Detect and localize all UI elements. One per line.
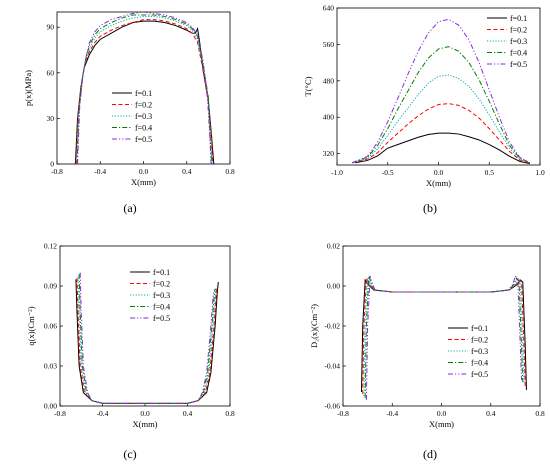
series-line-f5 (79, 272, 215, 404)
y-axis-label: T(°C) (303, 76, 313, 96)
panel-caption: (a) (123, 201, 136, 215)
series-line-f3 (75, 16, 213, 164)
series-line-f4 (364, 275, 524, 399)
x-tick-label: -0.4 (386, 409, 398, 418)
x-tick-label: -0.8 (54, 409, 66, 418)
x-tick-label: 0.5 (485, 168, 495, 177)
series-line-f2 (352, 103, 530, 164)
y-axis-label: p(x)(MPa) (23, 70, 33, 106)
series-line-f5 (365, 274, 523, 401)
y-tick-label: 0.03 (44, 362, 57, 371)
x-tick-label: 0.0 (140, 409, 150, 418)
series-line-f3 (352, 74, 531, 164)
y-tick-label: -0.04 (324, 362, 340, 371)
legend-label: f=0.2 (135, 101, 152, 110)
x-axis-label: X(mm) (131, 177, 156, 187)
legend: f=0.1 f=0.2 f=0.3 f=0.4 f=0.5 (448, 324, 488, 379)
x-tick-label: -0.5 (382, 168, 394, 177)
y-tick-label: 0 (50, 160, 54, 169)
y-tick-label: 0.00 (327, 282, 340, 291)
y-tick-label: 0.09 (44, 282, 57, 291)
panel-caption: (d) (423, 447, 437, 461)
y-tick-label: -0.06 (324, 402, 340, 411)
x-tick-label: 1.0 (535, 168, 545, 177)
y-tick-label: 480 (323, 76, 335, 85)
y-tick-label: 90 (47, 23, 55, 32)
x-tick-label: -0.8 (337, 409, 349, 418)
y-axis-label: q(x)(Cm⁻²) (26, 306, 36, 345)
chart-panel-3: -0.8 -0.4 0.0 0.4 0.8 0.00 0.03 0.06 0.09 0.12 X(m… (26, 242, 235, 462)
y-tick-label: 0.00 (44, 402, 57, 411)
y-tick-label: 640 (323, 4, 335, 13)
chart-panel-4: -0.8 -0.4 0.0 0.4 0.8 -0.06 -0.04 -0.02 0.00 0.02… (309, 242, 545, 462)
x-axis-label: X(mm) (132, 419, 157, 429)
x-tick-label: 0.0 (434, 168, 444, 177)
chart-panel-2: -1.0 -0.5 0.0 0.5 1.0 320 400 480 560 640 X(mm) T(°… (303, 4, 545, 216)
legend: f=0.1 f=0.2 f=0.3 f=0.4 f=0.5 (130, 268, 170, 323)
series-line-f2 (362, 277, 526, 395)
series-line-f4 (78, 273, 216, 404)
series-line-f3 (363, 276, 525, 397)
x-tick-label: 0.8 (225, 167, 235, 176)
y-tick-label: 400 (323, 113, 335, 122)
x-tick-label: 0.8 (225, 409, 235, 418)
legend-label: f=0.5 (510, 60, 527, 69)
y-tick-label: 60 (47, 68, 55, 77)
legend-label: f=0.1 (471, 324, 488, 333)
x-tick-label: -0.4 (97, 409, 109, 418)
legend-label: f=0.5 (153, 314, 170, 323)
legend-label: f=0.2 (510, 26, 527, 35)
legend-label: f=0.3 (510, 37, 527, 46)
series-line-f1 (360, 278, 527, 393)
x-tick-label: 0.4 (486, 409, 496, 418)
x-tick-label: -0.4 (94, 167, 106, 176)
series-line-f4 (352, 46, 531, 164)
y-tick-label: 30 (47, 114, 55, 123)
y-tick-label: 0.02 (327, 242, 340, 251)
y-tick-label: 320 (323, 149, 335, 158)
chart-panel-1: -0.8 -0.4 0.0 0.4 0.8 0 30 60 90 X(mm) p(x)(MPa) f=… (23, 11, 235, 215)
legend-label: f=0.4 (135, 124, 152, 133)
x-axis-label: X(mm) (429, 419, 454, 429)
legend-label: f=0.5 (471, 370, 488, 379)
x-tick-label: 0.0 (139, 167, 149, 176)
legend-label: f=0.3 (135, 112, 152, 121)
legend-label: f=0.4 (510, 49, 527, 58)
series-line-f5 (352, 18, 531, 164)
panel-caption: (c) (123, 447, 136, 461)
legend-label: f=0.4 (471, 359, 488, 368)
legend: f=0.1 f=0.2 f=0.3 f=0.4 f=0.5 (112, 89, 152, 144)
legend-label: f=0.5 (135, 135, 152, 144)
x-tick-label: 0.4 (182, 167, 192, 176)
y-tick-label: 0.06 (44, 322, 57, 331)
legend: f=0.1 f=0.2 f=0.3 f=0.4 f=0.5 (487, 14, 527, 69)
legend-label: f=0.1 (135, 89, 152, 98)
legend-label: f=0.3 (471, 347, 488, 356)
y-axis-label: D₂(x)(Cm⁻²) (309, 304, 319, 348)
y-tick-label: 0.12 (44, 242, 57, 251)
series-line-f1 (75, 279, 219, 404)
panel-caption: (b) (423, 201, 437, 215)
y-tick-label: 560 (323, 40, 335, 49)
series-line-f2 (75, 19, 214, 164)
legend-label: f=0.1 (510, 14, 527, 23)
series-line-f2 (76, 277, 218, 404)
legend-label: f=0.3 (153, 291, 170, 300)
legend-label: f=0.2 (153, 280, 170, 289)
legend-label: f=0.1 (153, 268, 170, 277)
plot-frame (342, 245, 541, 407)
series-line-f3 (77, 276, 217, 404)
x-tick-label: -1.0 (331, 168, 343, 177)
x-tick-label: 0.4 (183, 409, 193, 418)
series-line-f1 (355, 132, 530, 165)
x-tick-label: -0.8 (51, 167, 63, 176)
x-axis-label: X(mm) (426, 178, 451, 188)
x-tick-label: 0.8 (535, 409, 545, 418)
legend-label: f=0.4 (153, 303, 170, 312)
legend-label: f=0.2 (471, 336, 488, 345)
y-tick-label: -0.02 (324, 322, 340, 331)
x-tick-label: 0.0 (437, 409, 447, 418)
